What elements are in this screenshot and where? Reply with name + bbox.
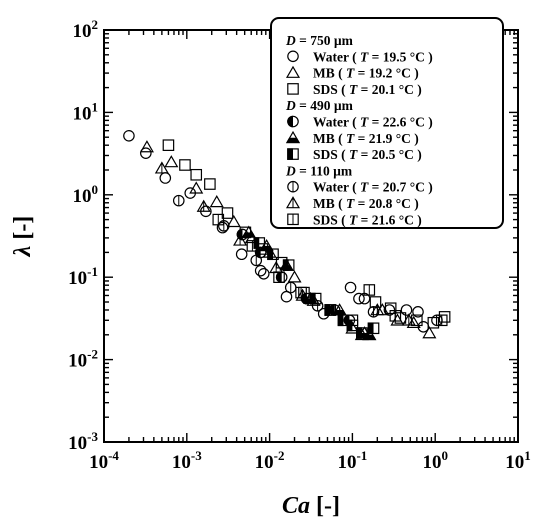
x-tick-label: 100	[422, 448, 448, 473]
data-point-square	[253, 237, 266, 249]
data-point-square	[346, 319, 359, 332]
data-point-circle	[172, 194, 185, 207]
legend-entry: Water ( T = 19.5 °C )	[313, 49, 433, 64]
data-point-circle	[311, 299, 324, 312]
data-point-triangle	[139, 140, 154, 153]
y-tick-label: 10-1	[68, 264, 98, 289]
legend-marker-circle	[287, 50, 299, 63]
data-point-circle	[383, 304, 396, 316]
y-axis-label: λ [-]	[10, 216, 36, 258]
data-point-square	[435, 314, 448, 327]
data-point-circle	[254, 264, 267, 277]
data-point-square	[212, 213, 225, 226]
legend-entry: MB ( T = 20.8 °C )	[313, 196, 419, 211]
legend-entry: MB ( T = 21.9 °C )	[313, 131, 419, 146]
legend-marker-triangle	[285, 130, 301, 144]
x-tick-label: 101	[505, 448, 531, 473]
data-point-square	[363, 284, 376, 296]
legend-entry: SDS ( T = 20.1 °C )	[313, 82, 422, 97]
x-tick-label: 10-3	[172, 448, 202, 473]
legend-marker-square	[287, 213, 299, 226]
legend-group-heading: D = 750 µm	[285, 33, 354, 48]
data-point-square	[295, 286, 307, 299]
data-point-circle	[275, 271, 288, 284]
data-point-square	[356, 327, 368, 339]
data-point-triangle	[164, 155, 179, 168]
x-axis-label: Ca [-]	[282, 493, 340, 519]
x-tick-label: 10-2	[255, 448, 285, 473]
data-point-square	[190, 168, 203, 181]
axis-labels: Ca [-] λ [-]	[10, 216, 340, 519]
data-markers	[123, 130, 451, 341]
data-point-triangle	[287, 270, 302, 283]
data-point-triangle	[189, 181, 204, 194]
data-point-circle	[235, 248, 248, 261]
data-point-square	[324, 304, 337, 316]
legend-marker-triangle	[285, 65, 301, 78]
data-point-triangle	[295, 288, 310, 301]
legend-entry: SDS ( T = 20.5 °C )	[313, 147, 422, 162]
y-tick-label: 10-2	[68, 347, 98, 372]
data-point-triangle	[406, 315, 421, 329]
data-point-square	[282, 259, 295, 271]
legend-marker-circle	[287, 180, 299, 193]
legend-entry: Water ( T = 20.7 °C )	[313, 180, 433, 195]
data-point-square	[389, 310, 402, 322]
x-tick-label: 10-4	[89, 448, 119, 473]
data-point-square	[204, 178, 216, 190]
data-point-triangle	[196, 199, 211, 212]
data-point-square	[267, 248, 279, 261]
data-point-square	[179, 159, 191, 171]
data-point-square	[367, 322, 380, 335]
data-point-square	[273, 271, 285, 284]
legend-marker-circle	[287, 115, 299, 128]
axis-ticks: 10-4 10-3 10-2 10-1 100 10110-310-210-1100101…	[68, 17, 531, 473]
data-point-square	[369, 296, 382, 308]
data-point-circle	[344, 281, 357, 294]
data-point-triangle	[233, 233, 248, 246]
y-tick-label: 102	[73, 17, 99, 42]
legend-entry: MB ( T = 19.2 °C )	[313, 66, 419, 81]
data-point-triangle	[226, 214, 241, 228]
data-point-circle	[159, 172, 172, 184]
data-point-square	[221, 207, 234, 219]
data-point-circle	[280, 290, 293, 303]
y-tick-label: 10-3	[68, 429, 98, 454]
data-point-square	[309, 292, 322, 305]
legend-group-heading: D = 110 µm	[285, 163, 353, 178]
x-tick-label: 10-1	[337, 448, 367, 473]
data-point-square	[246, 240, 259, 252]
y-tick-label: 100	[73, 182, 99, 207]
data-point-triangle	[370, 303, 385, 316]
data-point-square	[162, 139, 175, 151]
data-point-square	[438, 311, 451, 323]
data-point-circle	[284, 281, 297, 294]
data-point-triangle	[209, 195, 224, 208]
legend-marker-square	[287, 148, 299, 160]
data-point-circle	[140, 147, 152, 159]
data-point-circle	[353, 292, 365, 305]
legend-marker-triangle	[285, 196, 301, 209]
legend-entry: SDS ( T = 21.6 °C )	[313, 212, 422, 227]
data-point-circle	[216, 221, 229, 234]
data-point-circle	[400, 304, 413, 316]
legend-entry: Water ( T = 22.6 °C )	[313, 115, 433, 130]
data-point-triangle	[422, 326, 437, 339]
legend-box	[270, 17, 504, 229]
data-point-triangle	[154, 161, 169, 174]
data-point-circle	[123, 130, 135, 142]
y-tick-label: 101	[73, 99, 99, 124]
data-point-circle	[257, 267, 270, 280]
legend-group-heading: D = 490 µm	[285, 98, 354, 113]
legend-marker-square	[287, 83, 299, 95]
data-point-triangle	[401, 313, 416, 326]
data-point-circle	[250, 254, 263, 267]
data-point-circle	[412, 306, 424, 318]
data-point-triangle	[241, 225, 256, 238]
data-point-square	[427, 316, 440, 329]
